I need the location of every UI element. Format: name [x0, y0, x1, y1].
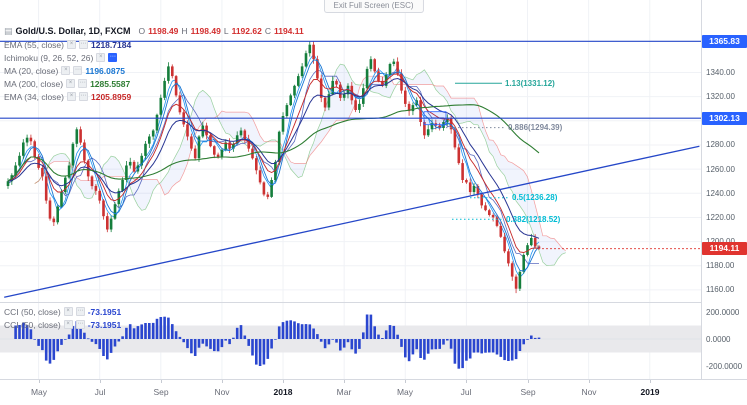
indicator-value: -73.1951: [87, 306, 122, 317]
time-tick: [39, 380, 40, 383]
price-badge: 1365.83: [702, 35, 747, 48]
indicator-label: EMA (55, close): [4, 39, 64, 50]
cci-tick: 0.0000: [706, 335, 731, 344]
time-tick: [344, 380, 345, 383]
time-tick: [161, 380, 162, 383]
settings-icon[interactable]: ⋯: [75, 320, 85, 329]
settings-icon[interactable]: ⋯: [79, 40, 88, 49]
visibility-icon[interactable]: ×: [61, 66, 71, 75]
price-chart-canvas[interactable]: [0, 0, 701, 302]
time-label: 2019: [640, 387, 660, 397]
indicator-value: -73.1951: [87, 319, 122, 330]
visibility-icon[interactable]: ×: [66, 79, 76, 88]
grid: [0, 0, 701, 302]
time-label: May: [30, 387, 48, 397]
indicator-value: 1218.7184: [91, 39, 132, 50]
time-tick: [528, 380, 529, 383]
indicator-label: CCI (50, close): [4, 319, 61, 330]
cci-bars: [14, 314, 541, 369]
time-axis-divider: [0, 379, 747, 380]
time-label: Sep: [153, 387, 169, 397]
chart-style-icon[interactable]: ▤: [4, 26, 13, 36]
ohlc-low-label: L: [223, 26, 229, 36]
price-tick: 1340.00: [706, 68, 735, 77]
time-label: Nov: [214, 387, 230, 397]
price-tick: 1160.00: [706, 285, 735, 294]
price-badge: 1194.11: [702, 242, 747, 255]
price-tick: 1240.00: [706, 189, 735, 198]
indicator-row-ma200[interactable]: MA (200, close) × ⋯ 1285.5587: [4, 77, 304, 90]
indicator-label: Ichimoku (9, 26, 52, 26): [4, 52, 94, 63]
time-label: Nov: [581, 387, 597, 397]
exit-fullscreen-button[interactable]: Exit Full Screen (ESC): [323, 0, 424, 13]
indicator-row-cci-1[interactable]: CCI (50, close) × ⋯ -73.1951: [4, 305, 121, 318]
settings-icon[interactable]: ⋯: [73, 66, 83, 75]
price-axis[interactable]: 1340.00 1320.00 1280.00 1260.00 1240.00 1220.…: [702, 0, 747, 379]
time-tick: [222, 380, 223, 383]
visibility-icon[interactable]: ×: [96, 53, 106, 62]
visibility-icon[interactable]: ×: [63, 320, 73, 329]
time-label: 2018: [273, 387, 293, 397]
indicator-row-ema34[interactable]: EMA (34, close) × ⋯ 1205.8959: [4, 90, 304, 103]
indicator-value: 1285.5587: [90, 78, 131, 89]
time-label: Jul: [94, 387, 106, 397]
cci-tick: 200.0000: [706, 308, 740, 317]
indicator-label: MA (20, close): [4, 65, 59, 76]
ohlc-values: O 1198.49 H 1198.49 L 1192.62 C 1194.11: [139, 26, 304, 36]
time-tick: [650, 380, 651, 383]
indicator-row-ma20[interactable]: MA (20, close) × ⋯ 1196.0875: [4, 64, 304, 77]
time-tick: [466, 380, 467, 383]
price-tick: 1260.00: [706, 165, 735, 174]
time-tick: [283, 380, 284, 383]
symbol-title[interactable]: Gold/U.S. Dollar, 1D, FXCM: [15, 26, 131, 36]
settings-icon[interactable]: ⋯: [108, 53, 118, 62]
settings-icon[interactable]: ⋯: [75, 307, 85, 316]
time-tick: [100, 380, 101, 383]
drawings: [0, 40, 701, 298]
time-tick: [405, 380, 406, 383]
cci-indicator-canvas[interactable]: [0, 303, 701, 379]
time-label: May: [396, 387, 414, 397]
ma-lines: [7, 59, 540, 272]
indicator-label: EMA (34, close): [4, 91, 64, 102]
indicator-value: 1205.8959: [91, 91, 132, 102]
settings-icon[interactable]: ⋯: [78, 79, 88, 88]
ohlc-open-value: 1198.49: [148, 26, 179, 36]
price-tick: 1280.00: [706, 140, 735, 149]
price-badge: 1302.13: [702, 112, 747, 125]
time-label: Jul: [460, 387, 472, 397]
indicator-row-cci-2[interactable]: CCI (50, close) × ⋯ -73.1951: [4, 318, 121, 331]
time-label: Sep: [520, 387, 536, 397]
ohlc-low-value: 1192.62: [231, 26, 262, 36]
indicator-label: MA (200, close): [4, 78, 64, 89]
time-tick: [589, 380, 590, 383]
ohlc-close-label: C: [264, 26, 271, 36]
indicator-value: 1196.0875: [85, 65, 126, 76]
pane-divider[interactable]: [0, 302, 747, 303]
ohlc-open-label: O: [138, 26, 146, 36]
ohlc-high-label: H: [181, 26, 188, 36]
visibility-icon[interactable]: ×: [67, 40, 76, 49]
ohlc-high-value: 1198.49: [190, 26, 221, 36]
price-tick: 1220.00: [706, 213, 735, 222]
indicator-row-ichimoku[interactable]: Ichimoku (9, 26, 52, 26) × ⋯: [4, 51, 304, 64]
price-tick: 1180.00: [706, 261, 735, 270]
time-label: Mar: [336, 387, 352, 397]
settings-icon[interactable]: ⋯: [79, 92, 88, 101]
cci-legend: CCI (50, close) × ⋯ -73.1951 CCI (50, cl…: [4, 305, 121, 331]
time-axis[interactable]: May Jul Sep Nov 2018 Mar May Jul Sep Nov 2019: [0, 380, 747, 405]
indicator-label: CCI (50, close): [4, 306, 61, 317]
price-axis-divider: [701, 0, 702, 379]
visibility-icon[interactable]: ×: [67, 92, 76, 101]
price-tick: 1320.00: [706, 92, 735, 101]
cci-tick: -200.0000: [706, 362, 743, 371]
visibility-icon[interactable]: ×: [63, 307, 73, 316]
indicator-row-ema55[interactable]: EMA (55, close) × ⋯ 1218.7184: [4, 38, 304, 51]
ohlc-close-value: 1194.11: [273, 26, 304, 36]
